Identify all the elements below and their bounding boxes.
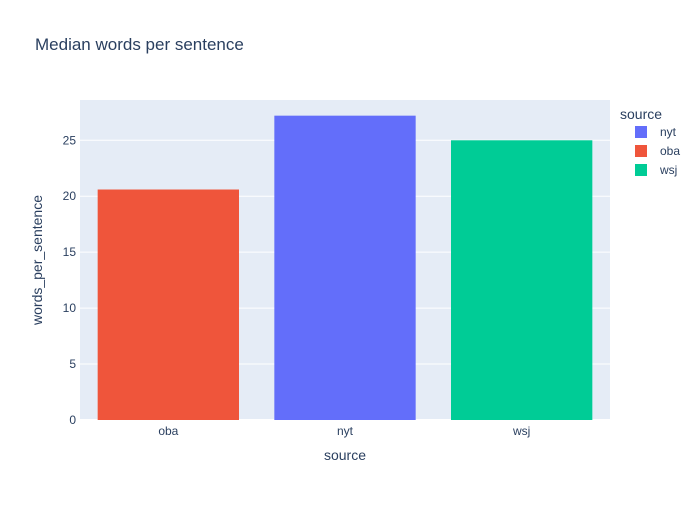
- bar-nyt[interactable]: [274, 115, 416, 420]
- legend-label-oba[interactable]: oba: [660, 144, 680, 158]
- legend-swatch-nyt[interactable]: [635, 126, 647, 138]
- y-axis-ticks: 0 5 10 15 20 25: [63, 133, 77, 427]
- bar-oba[interactable]: [97, 189, 240, 420]
- x-axis-title: source: [324, 447, 366, 463]
- x-tick-label: wsj: [512, 424, 530, 438]
- legend-items: nyt oba wsj: [635, 125, 680, 177]
- legend: source nyt oba wsj: [620, 106, 680, 177]
- y-tick-label: 25: [63, 133, 77, 147]
- x-tick-label: nyt: [337, 424, 354, 438]
- y-tick-label: 10: [63, 301, 77, 315]
- bar-wsj[interactable]: [451, 140, 593, 420]
- legend-title: source: [620, 106, 662, 122]
- chart-title: Median words per sentence: [35, 35, 244, 54]
- x-tick-label: oba: [158, 424, 178, 438]
- legend-swatch-wsj[interactable]: [635, 164, 647, 176]
- legend-label-nyt[interactable]: nyt: [660, 125, 677, 139]
- bars: [97, 115, 593, 420]
- x-axis-ticks: oba nyt wsj: [158, 424, 530, 438]
- legend-label-wsj[interactable]: wsj: [659, 163, 677, 177]
- y-tick-label: 15: [63, 245, 77, 259]
- y-tick-label: 0: [69, 413, 76, 427]
- y-tick-label: 5: [69, 357, 76, 371]
- y-axis-title: words_per_sentence: [29, 195, 45, 326]
- y-tick-label: 20: [63, 189, 77, 203]
- legend-swatch-oba[interactable]: [635, 145, 647, 157]
